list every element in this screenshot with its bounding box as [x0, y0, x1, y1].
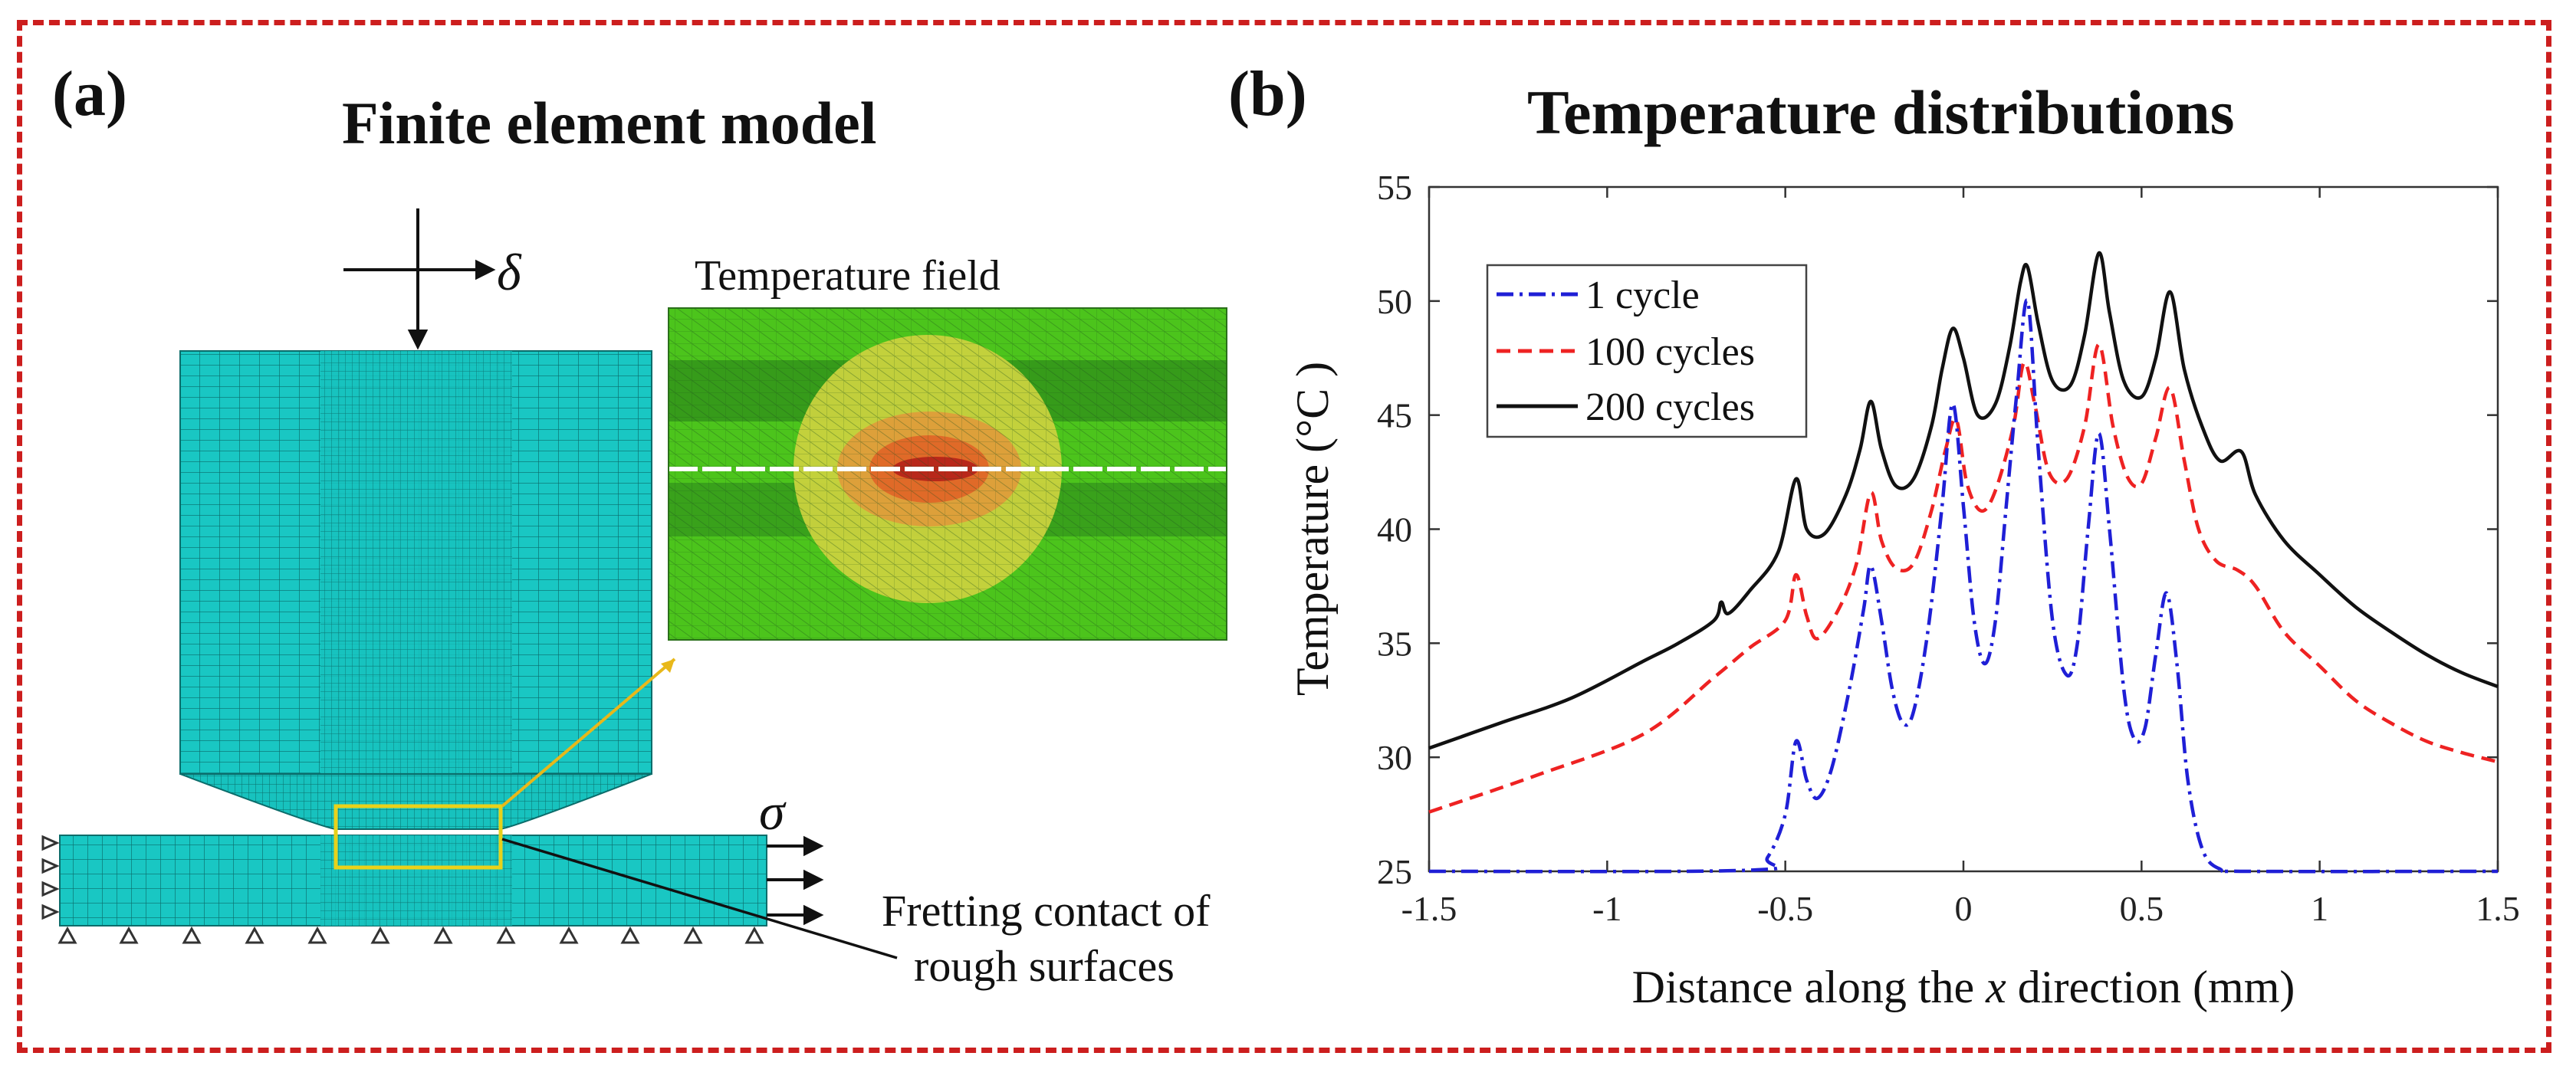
temperature-field-inset: [668, 307, 1227, 641]
inset-title: Temperature field: [695, 252, 1001, 300]
panel-a-label: (a): [52, 58, 127, 130]
annotation-leader-line: [501, 838, 898, 959]
contact-zone-highlight: [334, 804, 503, 870]
delta-symbol: δ: [497, 243, 522, 301]
panel-a-title: Finite element model: [342, 90, 877, 156]
chart-title: Temperature distributions: [1527, 77, 2235, 147]
left-boundary-supports: [41, 835, 60, 920]
annotation-line-1: Fretting contact of: [882, 886, 1211, 936]
panel-b-label: (b): [1228, 58, 1307, 130]
inset-leader-line: [501, 658, 676, 808]
upper-block-mesh: [179, 350, 652, 830]
substrate-mesh: [59, 835, 767, 926]
tensile-arrows: [767, 835, 824, 926]
displacement-arrows: [343, 208, 496, 350]
dashed-border-frame: [17, 20, 2551, 1053]
bottom-boundary-supports: [58, 926, 764, 944]
finite-element-model-figure: δ σ: [41, 208, 1227, 991]
sigma-symbol: σ: [759, 782, 787, 841]
annotation-line-2: rough surfaces: [914, 941, 1175, 991]
